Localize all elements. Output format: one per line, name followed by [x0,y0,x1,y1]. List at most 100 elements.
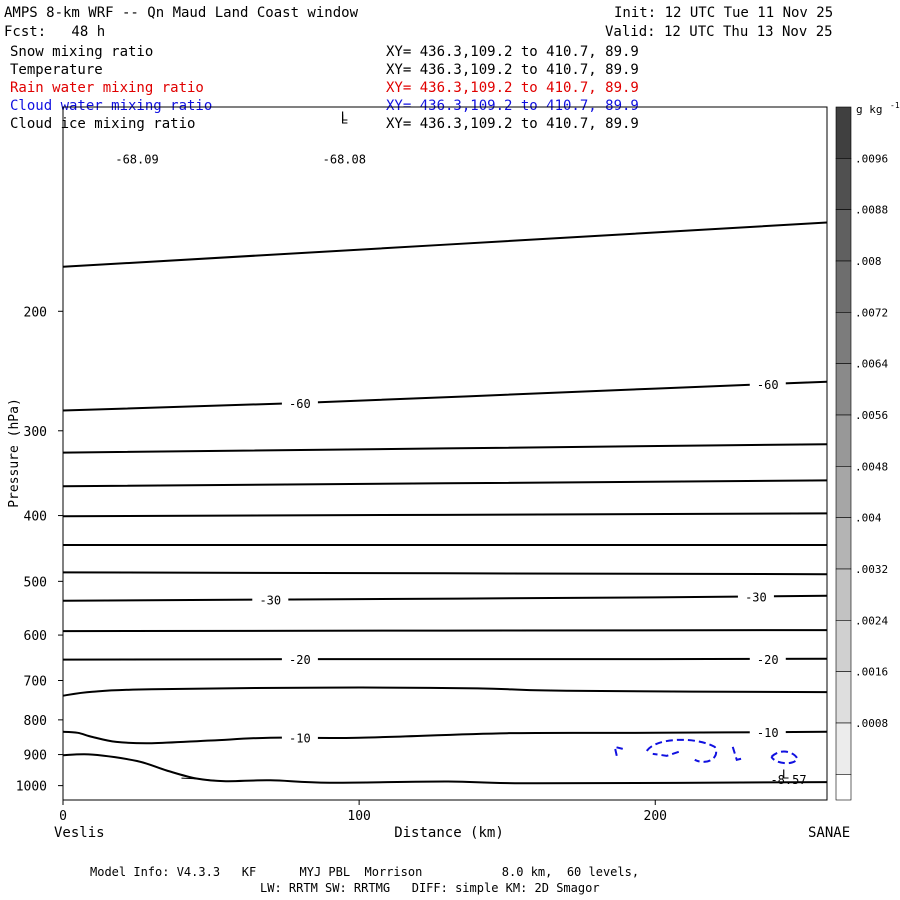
colorbar-swatch [835,106,852,159]
y-axis-label: Pressure (hPa) [7,398,22,508]
colorbar-swatch [835,722,852,775]
colorbar-swatch [835,466,852,518]
colorbar-swatch [835,620,852,672]
colorbar-swatch [835,774,852,801]
colorbar-swatch [835,312,852,364]
colorbar-tick-label: .0016 [855,666,888,679]
colorbar-swatch [835,414,852,467]
isotherm-label: -30 [745,590,767,604]
y-tick-label: 300 [24,425,47,440]
isotherm-line [63,686,827,697]
isotherm-line [63,221,827,268]
cloud-water-contour [731,746,745,762]
isotherm-line [63,380,827,412]
legend-label: Cloud ice mixing ratio [10,116,196,132]
legend-xy: XY= 436.3,109.2 to 410.7, 89.9 [386,80,639,96]
cloud-water-contour [770,750,799,765]
extremum-label: L [341,113,348,127]
colorbar-swatch [835,209,852,262]
model-info-line-2: LW: RRTM SW: RRTMG DIFF: simple KM: 2D S… [260,881,600,895]
colorbar-swatch [835,260,852,313]
colorbar-swatch [835,671,852,724]
isotherm-label: -60 [289,397,311,411]
extremum-label: -68.09 [115,152,158,166]
isotherm-label-bg [737,588,774,604]
legend-xy: XY= 436.3,109.2 to 410.7, 89.9 [386,98,639,114]
y-tick-label: 200 [24,305,47,320]
isotherm-label: -20 [757,653,779,667]
isotherm-label-bg [749,650,786,666]
colorbar-tick-label: .0032 [855,563,888,576]
isotherm-line [63,443,827,454]
y-tick-label: 800 [24,714,47,729]
legend-label: Rain water mixing ratio [10,80,204,96]
colorbar-tick-label: .008 [855,255,882,268]
extremum-label: L [782,768,789,782]
init-time: Init: 12 UTC Tue 11 Nov 25 [614,5,834,21]
y-tick-label: 600 [24,629,47,644]
isotherm-line [63,753,827,785]
isotherm-label: -10 [289,732,311,746]
isotherm-line [63,594,827,602]
isotherm-label-bg [749,376,786,392]
isotherm-line [63,512,827,518]
endpoint-right-label: SANAE [808,825,850,841]
y-tick-label: 400 [24,510,47,525]
isotherm-label-bg [252,591,289,607]
valid-time: Valid: 12 UTC Thu 13 Nov 25 [605,24,833,40]
cloud-water-contour [645,738,718,763]
colorbar-tick-label: .0048 [855,460,888,473]
isotherm-label: -20 [289,653,311,667]
legend-label: Snow mixing ratio [10,44,154,60]
colorbar-swatch [835,568,852,621]
isotherm-branch [181,777,221,782]
y-tick-label: 500 [24,575,47,590]
chart-title: AMPS 8-km WRF -- Qn Maud Land Coast wind… [4,5,359,21]
colorbar-tick-label: .0024 [855,614,888,627]
isotherm-label-bg [281,729,318,745]
legend-xy: XY= 436.3,109.2 to 410.7, 89.9 [386,62,639,78]
colorbar-tick-label: .0056 [855,409,888,422]
plot-frame [62,106,828,801]
colorbar-unit: g kg [856,103,883,116]
isotherm-label: -30 [259,594,281,608]
colorbar-tick-label: .0096 [855,152,888,165]
extremum-label: -68.08 [323,152,366,166]
x-tick-label: 100 [347,809,370,824]
isotherm-line [63,571,827,576]
isotherm-label: -60 [757,378,779,392]
isotherm-label-bg [281,394,318,410]
model-info-line-1: Model Info: V4.3.3 KF MYJ PBL Morrison 8… [90,865,640,879]
x-axis-label: Distance (km) [394,825,504,841]
colorbar-swatch [835,517,852,570]
isotherm-line [63,730,827,745]
legend-label: Temperature [10,62,103,78]
endpoint-left-label: Veslis [54,825,105,841]
isotherm-label-bg [281,651,318,667]
colorbar-swatch [835,363,852,416]
colorbar-swatch [835,158,852,210]
colorbar-tick-label: .0008 [855,717,888,730]
isotherm-label-bg [749,724,786,740]
colorbar-tick-label: .0064 [855,358,888,371]
x-tick-label: 200 [644,809,667,824]
cloud-water-contour [613,745,623,757]
legend-xy: XY= 436.3,109.2 to 410.7, 89.9 [386,116,639,132]
extremum-label: -8.57 [770,773,806,787]
legend-xy: XY= 436.3,109.2 to 410.7, 89.9 [386,44,639,60]
colorbar-tick-label: .004 [855,512,882,525]
colorbar-unit-exponent: -1 [890,101,900,110]
y-tick-label: 900 [24,749,47,764]
legend-label: Cloud water mixing ratio [10,98,213,114]
colorbar-tick-label: .0072 [855,306,888,319]
forecast-hour: Fcst: 48 h [4,24,106,40]
x-tick-label: 0 [59,809,67,824]
isotherm-line [63,479,827,488]
isotherm-line [63,629,827,633]
y-tick-label: 1000 [16,780,47,795]
extremum-label: L [341,110,348,124]
isotherm-label: -10 [757,726,779,740]
colorbar-tick-label: .0088 [855,204,888,217]
y-tick-label: 700 [24,675,47,690]
